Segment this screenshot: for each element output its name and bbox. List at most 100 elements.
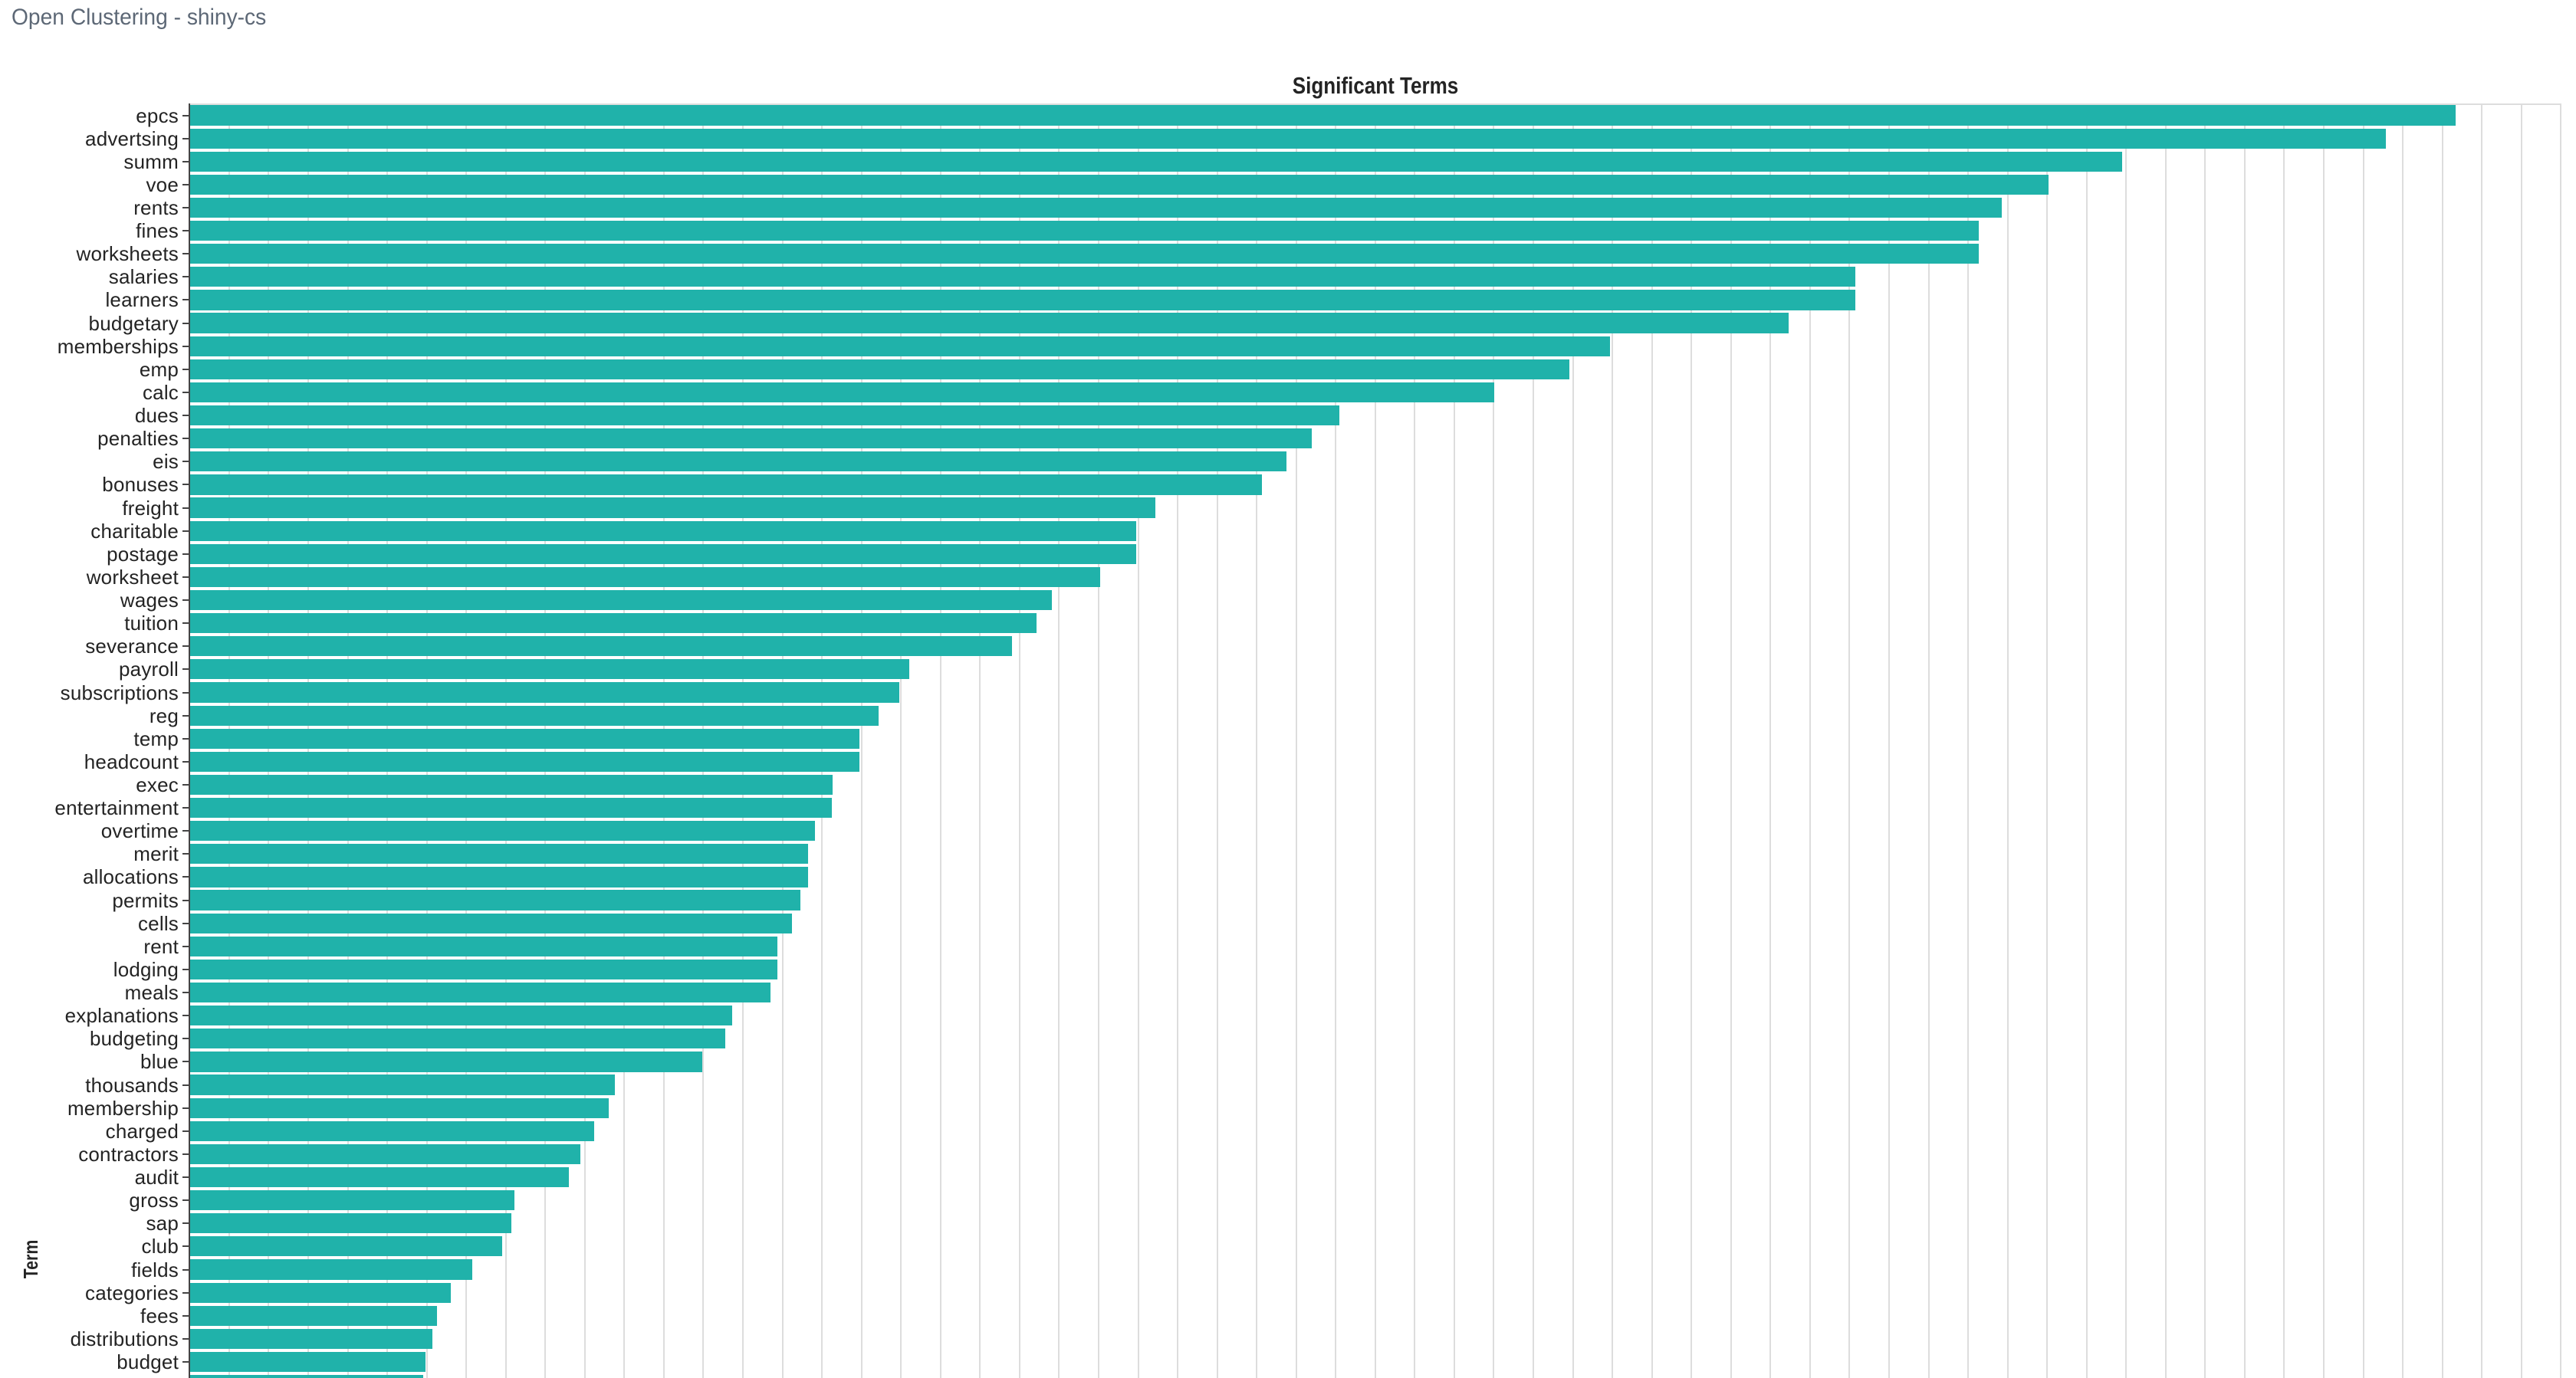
bar-budgeting[interactable] (190, 1029, 725, 1049)
y-tick-mark (182, 783, 191, 786)
bar-salaries[interactable] (190, 267, 1856, 287)
bar-overtime[interactable] (190, 821, 816, 842)
bar-fines[interactable] (190, 221, 1979, 241)
bar-learners[interactable] (190, 290, 1856, 310)
bar-temp[interactable] (190, 728, 860, 749)
bar-audit[interactable] (190, 1166, 569, 1188)
bar-blue[interactable] (190, 1052, 702, 1072)
bar-membership[interactable] (190, 1097, 609, 1118)
x-gridline (1848, 103, 1851, 1378)
x-gridline (2402, 103, 2404, 1378)
y-tick-label-contractors: contractors (78, 1142, 179, 1166)
x-gridline (1216, 103, 1218, 1378)
bar-distributions[interactable] (190, 1328, 432, 1349)
y-tick-label-explanations: explanations (64, 1004, 179, 1028)
y-tick-mark (182, 1360, 191, 1363)
bar-gross[interactable] (190, 1190, 514, 1211)
x-gridline (1730, 103, 1732, 1378)
y-tick-label-charitable: charitable (90, 519, 179, 543)
bar-charitable[interactable] (190, 520, 1136, 541)
bar-budget[interactable] (190, 1351, 426, 1373)
bar-entertainment[interactable] (190, 798, 833, 819)
y-tick-mark (182, 1245, 191, 1248)
bar-penalties[interactable] (190, 428, 1313, 449)
bar-permits[interactable] (190, 890, 800, 910)
bar-cells[interactable] (190, 913, 793, 933)
y-tick-label-fields: fields (131, 1258, 179, 1281)
x-gridline (2560, 103, 2562, 1378)
y-tick-label-budget: budget (117, 1350, 179, 1373)
x-gridline (1256, 103, 1258, 1378)
bar-wages[interactable] (190, 589, 1052, 611)
bar-categories[interactable] (190, 1282, 451, 1303)
bar-memberships[interactable] (190, 336, 1610, 356)
bar-severance[interactable] (190, 636, 1013, 657)
bar-calc[interactable] (190, 382, 1495, 403)
x-gridline (2085, 103, 2088, 1378)
x-gridline (1374, 103, 1376, 1378)
x-gridline (1335, 103, 1337, 1378)
bar-row56[interactable] (190, 1375, 423, 1378)
bar-advertsing[interactable] (190, 128, 2386, 149)
y-tick-label-headcount: headcount (84, 750, 179, 773)
bar-lodging[interactable] (190, 959, 777, 980)
bar-subscriptions[interactable] (190, 682, 899, 703)
y-tick-label-sap: sap (146, 1212, 179, 1235)
x-gridline (860, 103, 863, 1378)
bar-tuition[interactable] (190, 613, 1037, 634)
bar-budgetary[interactable] (190, 313, 1789, 333)
bar-thousands[interactable] (190, 1075, 616, 1095)
y-tick-mark (182, 1199, 191, 1202)
y-tick-mark (182, 1222, 191, 1225)
bar-meals[interactable] (190, 982, 770, 1003)
x-gridline (2046, 103, 2049, 1378)
y-tick-label-audit: audit (134, 1166, 179, 1189)
y-tick-mark (182, 160, 191, 162)
x-gridline (2283, 103, 2285, 1378)
bar-dues[interactable] (190, 405, 1339, 426)
y-tick-label-fines: fines (136, 219, 179, 243)
bar-summ[interactable] (190, 151, 2122, 172)
y-tick-label-worksheets: worksheets (76, 242, 179, 266)
bar-rents[interactable] (190, 197, 2002, 218)
y-tick-mark (182, 461, 191, 463)
bar-headcount[interactable] (190, 751, 860, 772)
x-gridline (1769, 103, 1772, 1378)
bar-eis[interactable] (190, 451, 1287, 472)
y-tick-label-learners: learners (105, 288, 179, 312)
y-tick-label-budgetary: budgetary (88, 311, 179, 335)
y-tick-label-budgeting: budgeting (89, 1027, 179, 1051)
y-tick-mark (182, 553, 191, 555)
bar-voe[interactable] (190, 174, 2049, 195)
bar-epcs[interactable] (190, 105, 2456, 126)
bar-charged[interactable] (190, 1120, 594, 1141)
bar-reg[interactable] (190, 705, 879, 726)
bar-allocations[interactable] (190, 867, 808, 887)
bar-worksheets[interactable] (190, 244, 1979, 264)
y-tick-label-wages: wages (120, 589, 179, 612)
bar-rent[interactable] (190, 936, 778, 956)
bar-postage[interactable] (190, 543, 1136, 564)
bar-contractors[interactable] (190, 1143, 581, 1164)
y-tick-label-tuition: tuition (124, 612, 179, 635)
bar-exec[interactable] (190, 774, 833, 796)
bar-payroll[interactable] (190, 659, 909, 680)
y-tick-mark (182, 1038, 191, 1040)
bar-fields[interactable] (190, 1259, 473, 1280)
bar-club[interactable] (190, 1236, 503, 1257)
y-tick-label-reg: reg (149, 704, 179, 727)
bar-sap[interactable] (190, 1213, 512, 1234)
y-tick-label-temp: temp (133, 727, 179, 750)
y-tick-label-eis: eis (153, 450, 179, 474)
y-tick-mark (182, 1314, 191, 1317)
y-tick-label-lodging: lodging (113, 957, 179, 981)
bar-merit[interactable] (190, 844, 808, 865)
bar-bonuses[interactable] (190, 474, 1263, 495)
bar-fees[interactable] (190, 1305, 437, 1326)
bar-worksheet[interactable] (190, 566, 1100, 587)
x-gridline (1809, 103, 1811, 1378)
bar-freight[interactable] (190, 497, 1155, 518)
bar-explanations[interactable] (190, 1006, 733, 1026)
bar-emp[interactable] (190, 359, 1569, 379)
